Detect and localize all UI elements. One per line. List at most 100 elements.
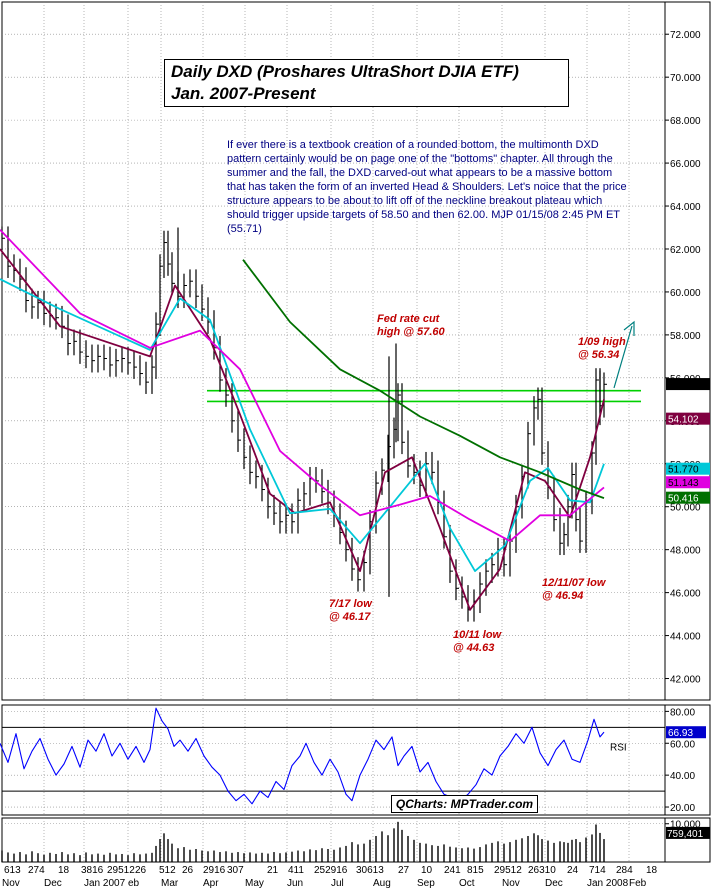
last-value-tag [666, 491, 710, 504]
x-tick-label: 29512 [107, 865, 135, 876]
y-tick-label: 58.000 [670, 331, 701, 342]
x-tick-label: 24 [567, 865, 579, 876]
target-arrowhead [623, 320, 635, 336]
y-tick-label: 72.000 [670, 30, 701, 41]
annotation-line: 10/11 low [453, 629, 502, 641]
y-tick-label: 50.000 [670, 503, 701, 514]
y-tick-label: 62.000 [670, 245, 701, 256]
y-tick-label: 64.000 [670, 202, 701, 213]
last-value-label: 51.143 [668, 478, 699, 489]
rsi-line [0, 707, 605, 805]
y-tick-label: 68.000 [670, 116, 701, 127]
x-tick-label: 26 [135, 865, 147, 876]
x-tick-label: 2916 [203, 865, 226, 876]
annotation-dec11-low: 12/11/07 low @ 46.94 [542, 577, 605, 603]
x-month-label: Jan 2008 [587, 878, 629, 889]
last-value-label: 54.102 [668, 415, 699, 426]
commentary-text: If ever there is a textbook creation of … [227, 139, 627, 235]
x-month-label: Apr [203, 878, 219, 889]
annotation-jul17-low: 7/17 low @ 46.17 [329, 598, 372, 624]
x-tick-label: 27 [398, 865, 410, 876]
y-tick-label: 70.000 [670, 73, 701, 84]
x-month-label: Dec [545, 878, 563, 889]
annotation-line: high @ 57.60 [377, 326, 445, 338]
y-tick-label: 60.000 [670, 288, 701, 299]
qcharts-watermark: QCharts: MPTrader.com [391, 795, 538, 813]
x-tick-label: 714 [589, 865, 606, 876]
rsi-last-value-tag [666, 726, 706, 739]
x-month-label: Dec [44, 878, 62, 889]
chart-title-box: Daily DXD (Proshares UltraShort DJIA ETF… [164, 59, 569, 107]
x-tick-label: 26 [182, 865, 194, 876]
annotation-line: 7/17 low [329, 598, 372, 610]
x-tick-label: 284 [616, 865, 633, 876]
x-month-label: Jul [331, 878, 344, 889]
annotation-line: Fed rate cut [377, 313, 440, 325]
y-axis-strip [664, 704, 711, 816]
x-tick-label: 18 [58, 865, 70, 876]
x-month-label: Sep [417, 878, 435, 889]
x-tick-label: 512 [159, 865, 176, 876]
x-tick-label: 26310 [528, 865, 556, 876]
x-tick-label: 29512 [494, 865, 522, 876]
last-value-tag [666, 462, 710, 475]
x-month-label: Jun [287, 878, 303, 889]
x-month-label: Mar [161, 878, 179, 889]
x-tick-label: 411 [288, 865, 304, 876]
x-tick-label: 241 [444, 865, 461, 876]
annotation-jan9-high: 1/09 high @ 56.34 [578, 336, 626, 362]
x-month-label: eb [128, 878, 140, 889]
y-tick-label: 42.000 [670, 675, 701, 686]
volume-last-value-tag [666, 826, 710, 839]
annotation-line: @ 56.34 [578, 349, 620, 361]
annotation-fed-rate-cut: Fed rate cut high @ 57.60 [377, 313, 445, 339]
annotation-line: 1/09 high [578, 336, 626, 348]
x-month-label: Oct [459, 878, 475, 889]
x-tick-label: 21 [267, 865, 279, 876]
x-tick-label: 10 [421, 865, 433, 876]
x-tick-label: 307 [227, 865, 244, 876]
x-month-label: Feb [629, 878, 647, 889]
x-tick-label: 815 [467, 865, 484, 876]
x-tick-label: 30613 [356, 865, 384, 876]
annotation-line: @ 46.17 [329, 611, 371, 623]
x-month-label: Nov [2, 878, 20, 889]
last-value-tag [666, 476, 710, 489]
y-axis-strip [664, 817, 711, 863]
last-value-label: 55.710 [668, 380, 699, 391]
x-tick-label: 18 [646, 865, 658, 876]
x-month-label: May [245, 878, 264, 889]
y-tick-label: 44.000 [670, 632, 701, 643]
annotation-line: 12/11/07 low [542, 577, 606, 589]
slow-ma-line [0, 229, 605, 542]
last-value-tag [666, 378, 710, 391]
annotation-line: @ 46.94 [542, 590, 584, 602]
target-arrow [613, 325, 633, 389]
y-tick-label: 66.000 [670, 159, 701, 170]
x-tick-label: 3816 [81, 865, 104, 876]
annotation-oct11-low: 10/11 low @ 44.63 [453, 629, 501, 655]
y-tick-label: 60.00 [670, 739, 695, 750]
x-tick-label: 274 [28, 865, 45, 876]
chart-title: Daily DXD (Proshares UltraShort DJIA ETF… [171, 62, 519, 81]
ma200-line [242, 259, 605, 499]
y-tick-label: 48.000 [670, 546, 701, 557]
volume-last-value-label: 759,401 [667, 829, 704, 840]
last-value-label: 51.770 [668, 465, 699, 476]
y-tick-label: 40.00 [670, 771, 695, 782]
y-axis-strip [664, 1, 711, 701]
y-tick-label: 46.000 [670, 589, 701, 600]
y-tick-label: 10,000 [670, 820, 701, 831]
x-month-label: Jan 2007 [84, 878, 126, 889]
last-value-tag [666, 412, 710, 425]
rsi-last-value-label: 66.93 [668, 728, 693, 739]
x-month-label: Aug [373, 878, 391, 889]
x-axis: 613 274 18 3816 29512 26 512 26 2916 307 21 411 2529… [2, 861, 665, 889]
y-tick-label: 20.00 [670, 803, 695, 814]
x-tick-label: 252916 [314, 865, 348, 876]
rsi-panel: 20.00 40.00 60.00 80.00 66.93 RSI [0, 704, 711, 816]
last-value-label: 50.416 [668, 494, 699, 505]
fast-ma-line [0, 248, 605, 611]
